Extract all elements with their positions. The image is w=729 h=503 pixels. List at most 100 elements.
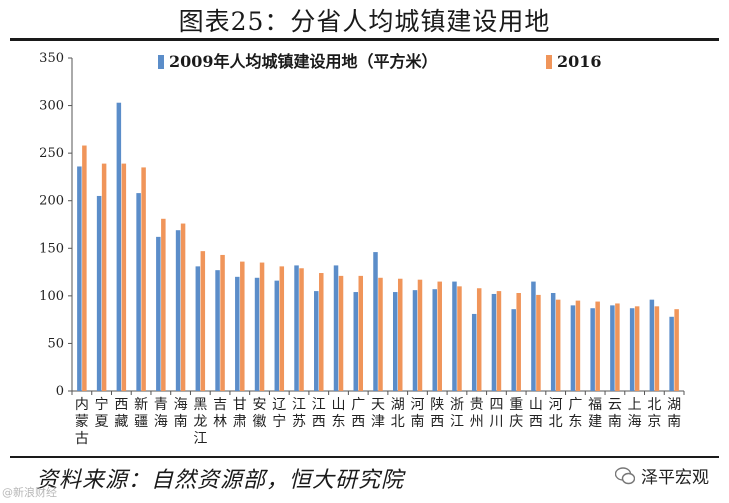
x-tick-label: 贵州	[470, 397, 484, 430]
bar-2009-北京	[649, 299, 655, 391]
bar-2009-海南	[175, 230, 181, 391]
bar-2016-重庆	[516, 293, 521, 391]
x-tick-label: 陕西	[430, 397, 444, 430]
legend-swatch-2009	[158, 55, 164, 69]
bar-2009-内蒙古	[77, 166, 82, 391]
bar-2009-吉林	[215, 270, 220, 391]
bar-2016-宁夏	[101, 163, 107, 391]
bar-2016-北京	[654, 306, 660, 391]
bar-2009-福建	[590, 308, 595, 391]
bar-2016-陕西	[437, 281, 442, 391]
bar-2016-广东	[575, 300, 581, 391]
bar-2016-西藏	[121, 163, 127, 391]
bar-2016-河南	[417, 279, 423, 391]
x-tick-label: 西藏	[114, 397, 128, 430]
bar-2009-黑龙江	[195, 266, 201, 391]
y-tick-label: 200	[39, 194, 64, 209]
bar-2016-辽宁	[279, 266, 285, 391]
bar-2016-青海	[161, 218, 166, 391]
x-tick-label: 四川	[489, 397, 503, 430]
bar-2009-四川	[491, 293, 497, 391]
x-tick-label: 河北	[549, 397, 563, 430]
wechat-icon	[615, 466, 635, 484]
x-tick-label: 青海	[154, 397, 168, 430]
bar-2009-天津	[373, 252, 378, 391]
bar-2016-贵州	[476, 288, 482, 391]
legend-label-2009: 2009年人均城镇建设用地（平方米）	[169, 52, 438, 71]
bar-2016-湖南	[674, 309, 679, 391]
bar-2016-江苏	[299, 268, 304, 391]
y-tick-label: 50	[47, 336, 64, 351]
x-tick-label: 辽宁	[272, 397, 286, 430]
x-tick-label: 安徽	[253, 397, 267, 430]
bar-2009-辽宁	[274, 280, 280, 391]
y-axis-ticks: 0 50 100 150 200 250 300 350	[39, 51, 685, 399]
x-tick-label: 福建	[588, 397, 602, 430]
bar-2016-上海	[634, 306, 640, 391]
source-note: 资料来源：自然资源部，恒大研究院	[36, 468, 405, 493]
x-tick-label: 河南	[410, 397, 424, 430]
x-tick-label: 山西	[529, 397, 543, 430]
bar-2009-河北	[550, 293, 556, 391]
bar-2009-上海	[629, 308, 635, 391]
legend-label-2016: 2016	[557, 52, 602, 71]
bar-2016-新疆	[141, 167, 146, 391]
bar-2016-云南	[615, 303, 620, 391]
x-tick-label: 海南	[174, 397, 188, 430]
brand-logo: 泽平宏观	[615, 463, 709, 488]
bar-2009-江苏	[294, 265, 299, 391]
x-tick-label: 吉林	[213, 397, 227, 430]
brand-name: 泽平宏观	[641, 468, 709, 488]
x-tick-label: 广西	[351, 397, 365, 430]
footer-rule	[10, 456, 719, 458]
x-tick-label: 山东	[332, 397, 346, 430]
bar-2009-重庆	[511, 309, 516, 391]
bars	[77, 102, 679, 392]
watermark: @新浪财经	[2, 486, 57, 499]
y-tick-label: 100	[39, 289, 64, 304]
title-rule	[10, 38, 719, 41]
bar-2016-安徽	[259, 262, 265, 391]
bar-2016-河北	[555, 299, 561, 391]
bar-2009-广东	[570, 305, 576, 391]
bar-2016-福建	[595, 301, 600, 391]
bar-2016-海南	[180, 223, 186, 391]
bar-2009-宁夏	[96, 195, 102, 391]
bar-2009-广西	[353, 292, 359, 391]
bar-2009-河南	[412, 290, 418, 391]
bar-2009-山东	[333, 265, 339, 391]
bar-2016-江西	[319, 273, 324, 391]
legend-swatch-2016	[546, 55, 552, 69]
x-tick-label: 江西	[312, 397, 326, 430]
x-tick-label: 湖南	[667, 397, 681, 430]
bar-2009-湖北	[392, 292, 398, 391]
x-tick-label: 上海	[628, 397, 642, 430]
bar-2016-广西	[358, 275, 364, 391]
x-tick-label: 江苏	[292, 397, 306, 430]
bar-2009-安徽	[254, 277, 260, 391]
bar-2016-吉林	[220, 254, 225, 391]
bar-2009-山西	[531, 281, 536, 391]
x-tick-label: 浙江	[450, 397, 464, 430]
bar-2009-陕西	[432, 289, 437, 391]
bar-2016-黑龙江	[200, 251, 206, 391]
bar-2009-西藏	[116, 102, 122, 392]
bar-2016-天津	[378, 277, 383, 391]
x-tick-label: 广东	[568, 397, 582, 430]
y-tick-label: 300	[39, 99, 64, 114]
x-tick-label: 湖北	[391, 397, 405, 430]
y-tick-label: 0	[56, 384, 64, 399]
x-tick-label: 云南	[608, 397, 622, 430]
bar-2009-青海	[156, 236, 161, 391]
y-tick-label: 150	[39, 241, 64, 256]
x-tick-label: 天津	[371, 397, 385, 430]
bar-2016-山西	[536, 294, 541, 391]
page-title: 图表25：分省人均城镇建设用地	[178, 7, 551, 36]
bar-2009-浙江	[452, 281, 457, 391]
bar-chart: 0 50 100 150 200 250 300 350 内蒙古宁夏西藏新疆青海海南黑龙江吉林…	[39, 51, 685, 447]
x-tick-label: 重庆	[509, 397, 523, 430]
bar-2016-浙江	[457, 286, 462, 391]
legend: 2009年人均城镇建设用地（平方米） 2016	[158, 52, 602, 71]
x-tick-label: 宁夏	[95, 396, 109, 430]
x-tick-label: 甘肃	[233, 397, 247, 430]
